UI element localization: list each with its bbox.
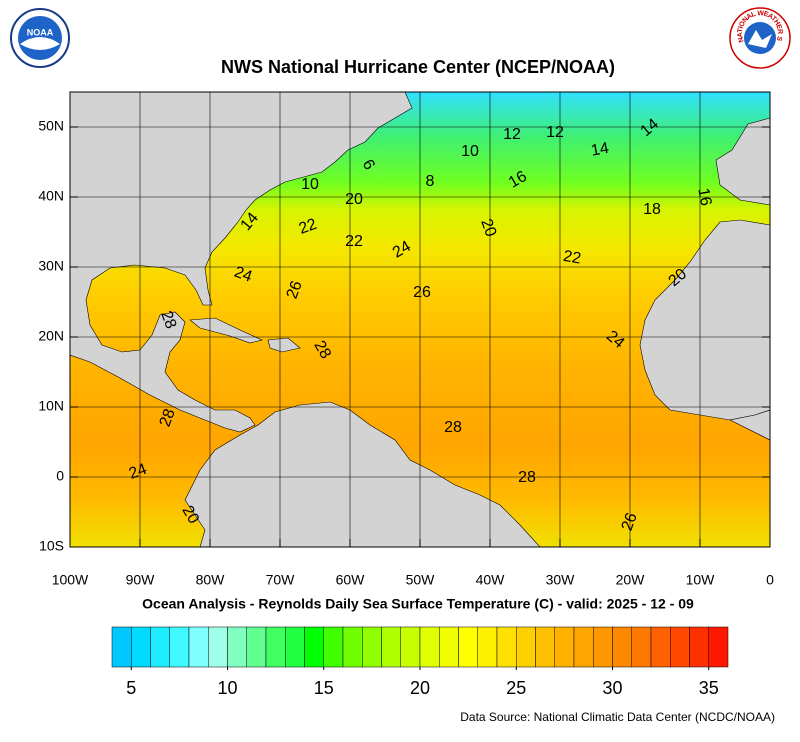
colorbar-box	[188, 626, 209, 668]
x-tick-label: 0	[766, 572, 774, 588]
x-tick-label: 80W	[196, 572, 226, 588]
caption: Ocean Analysis - Reynolds Daily Sea Surf…	[142, 596, 694, 612]
colorbar-tick-label: 20	[410, 678, 430, 698]
colorbar-box	[631, 626, 652, 668]
y-tick-label: 10N	[38, 398, 64, 414]
africa-south	[729, 409, 770, 441]
colorbar-box	[285, 626, 305, 668]
colorbar-box	[362, 626, 382, 668]
colorbar-box	[593, 626, 613, 668]
contour-label: 24	[127, 461, 150, 483]
logo-text: NATIONAL WEATHER SERVICE	[0, 0, 783, 43]
y-tick-label: 50N	[38, 118, 64, 134]
x-tick-label: 30W	[546, 572, 576, 588]
contour-label: 22	[297, 216, 320, 238]
colorbar-box	[612, 626, 632, 668]
contour-label: 28	[157, 309, 179, 332]
noaa-logo: NOAA	[10, 8, 70, 68]
colorbar-box	[304, 626, 324, 668]
y-tick-label: 10S	[39, 538, 64, 554]
africa	[639, 219, 770, 547]
y-tick-label: 40N	[38, 188, 64, 204]
source: Data Source: National Climatic Data Cent…	[460, 710, 775, 724]
contour-label: 28	[310, 338, 334, 362]
contour-label: 26	[413, 284, 431, 301]
colorbar-tick-label: 5	[126, 678, 136, 698]
y-tick-label: 30N	[38, 258, 64, 274]
contour-label: 26	[619, 511, 641, 534]
x-tick-label: 10W	[686, 572, 716, 588]
contour-label: 8	[426, 173, 435, 190]
colorbar-box	[516, 626, 536, 668]
x-tick-label: 20W	[616, 572, 646, 588]
y-tick-label: 0	[56, 468, 64, 484]
contour-label: 22	[345, 233, 363, 250]
europe	[715, 117, 770, 206]
contour-label: 12	[503, 126, 521, 143]
colorbar-box	[689, 626, 709, 668]
contour-label: 20	[345, 191, 363, 208]
north-america	[70, 92, 413, 433]
y-tick-label: 20N	[38, 328, 64, 344]
colorbar-box	[131, 626, 151, 668]
contour-label: 22	[562, 248, 583, 268]
contour-label: 20	[477, 217, 499, 240]
colorbar-tick-label: 15	[314, 678, 334, 698]
colorbar-box	[419, 626, 440, 668]
colorbar-box	[439, 626, 459, 668]
colorbar-box	[381, 626, 401, 668]
x-tick-label: 40W	[476, 572, 506, 588]
colorbar-box	[573, 626, 594, 668]
contour-label: 18	[643, 201, 661, 218]
colorbar-box	[342, 626, 363, 668]
contour-label: 28	[518, 469, 536, 486]
x-tick-label: 60W	[336, 572, 366, 588]
x-tick-label: 100W	[52, 572, 89, 588]
colorbar-tick-label: 25	[506, 678, 526, 698]
colorbar-box	[708, 626, 729, 668]
colorbar-box	[323, 626, 344, 668]
colorbar-box	[400, 626, 421, 668]
colorbar-box	[535, 626, 555, 668]
x-tick-label: 90W	[126, 572, 156, 588]
colorbar-box	[150, 626, 170, 668]
colorbar-box	[208, 626, 228, 668]
x-tick-label: 50W	[406, 572, 436, 588]
contour-label: 26	[284, 279, 306, 302]
logo-text-path: NATIONAL WEATHER SERVICE	[0, 0, 783, 43]
logo-text: NOAA	[27, 27, 54, 37]
colorbar-box	[265, 626, 286, 668]
hispaniola	[267, 337, 301, 353]
contour-label: 14	[590, 140, 611, 160]
contour-label: 16	[506, 168, 530, 192]
colorbar-box	[477, 626, 498, 668]
contour-label: 12	[546, 124, 564, 141]
colorbar-box	[650, 626, 671, 668]
contour-label: 28	[444, 419, 462, 436]
x-tick-label: 70W	[266, 572, 296, 588]
contour-label: 20	[178, 503, 202, 527]
contour-label: 10	[461, 143, 479, 160]
colorbar-box	[496, 626, 517, 668]
title: NWS National Hurricane Center (NCEP/NOAA…	[221, 57, 615, 77]
contour-label: 10	[301, 176, 319, 193]
colorbar: 5 10 15 20 25 30 35	[111, 626, 729, 698]
colorbar-box	[227, 626, 247, 668]
colorbar-box	[111, 626, 132, 668]
colorbar-tick-label: 35	[699, 678, 719, 698]
colorbar-box	[246, 626, 267, 668]
contour-label: 24	[390, 238, 414, 262]
contour-label: 16	[694, 187, 714, 208]
colorbar-box	[554, 626, 575, 668]
colorbar-tick-label: 10	[217, 678, 237, 698]
colorbar-tick-label: 30	[602, 678, 622, 698]
colorbar-box	[169, 626, 190, 668]
contour-label: 24	[232, 264, 255, 286]
contour-label: 28	[157, 407, 179, 430]
colorbar-box	[670, 626, 690, 668]
colorbar-box	[458, 626, 478, 668]
